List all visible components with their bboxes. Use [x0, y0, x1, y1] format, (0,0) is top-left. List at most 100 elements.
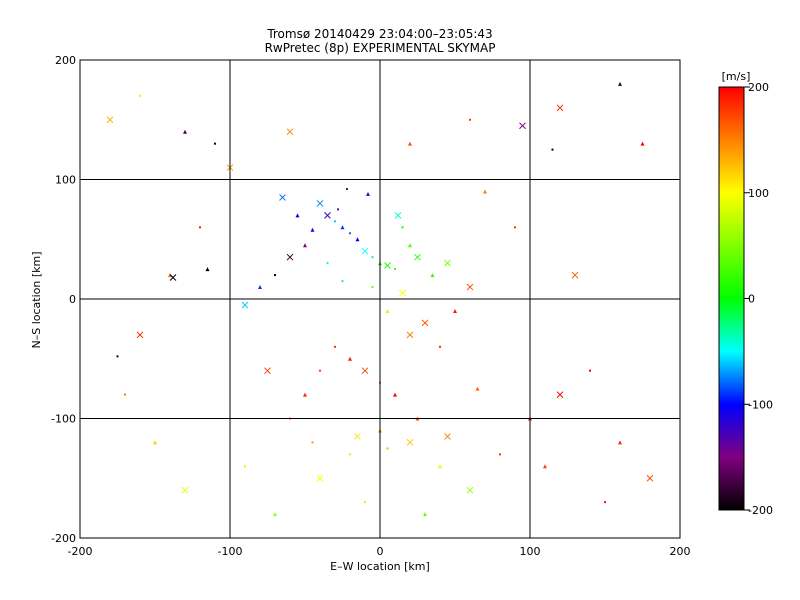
- data-point: [430, 273, 435, 278]
- data-point: [393, 392, 397, 397]
- data-point: [408, 243, 412, 248]
- data-point: [618, 440, 622, 445]
- data-point: [153, 440, 157, 445]
- data-point: [646, 474, 654, 482]
- data-point: [408, 141, 412, 146]
- data-point: [556, 104, 564, 112]
- data-point: [316, 474, 324, 482]
- data-point: [124, 393, 126, 396]
- data-point: [371, 286, 374, 289]
- y-axis-label: N–S location [km]: [30, 251, 43, 348]
- data-point: [543, 464, 547, 469]
- data-point: [181, 486, 189, 494]
- data-point: [337, 208, 339, 211]
- data-point: [469, 118, 471, 121]
- data-point: [116, 355, 119, 358]
- data-point: [341, 280, 344, 283]
- data-point: [316, 200, 324, 207]
- data-point: [334, 345, 336, 348]
- x-tick-label: 0: [377, 545, 384, 558]
- data-point: [466, 283, 474, 291]
- data-point: [371, 256, 374, 259]
- data-point: [385, 308, 390, 313]
- chart-subtitle: RwPretec (8p) EXPERIMENTAL SKYMAP: [265, 41, 496, 55]
- colorbar-tick-label: 100: [748, 187, 769, 200]
- data-point: [319, 369, 321, 372]
- data-point: [453, 308, 457, 313]
- colorbar-ticks: 200 100 0 -100 -200: [744, 81, 773, 517]
- y-tick-label: 0: [69, 293, 76, 306]
- data-point: [286, 253, 294, 261]
- data-point: [444, 259, 451, 267]
- data-point: [311, 441, 314, 444]
- data-point: [244, 465, 246, 468]
- data-point: [618, 81, 622, 86]
- data-point: [394, 268, 396, 271]
- data-point: [571, 271, 579, 279]
- data-point: [349, 453, 351, 456]
- data-point: [386, 447, 389, 450]
- colorbar: [718, 86, 745, 511]
- data-point: [136, 331, 144, 339]
- x-tick-label: -100: [218, 545, 243, 558]
- data-point: [355, 237, 360, 242]
- data-point: [423, 512, 427, 517]
- data-point: [214, 142, 216, 145]
- data-point: [241, 301, 249, 309]
- data-point: [279, 194, 286, 201]
- colorbar-tick-label: -200: [748, 504, 773, 517]
- data-point: [438, 464, 442, 469]
- grid-lines: [80, 60, 680, 538]
- data-point: [199, 226, 201, 229]
- data-point: [483, 189, 487, 194]
- data-point: [139, 94, 141, 97]
- data-point: [366, 191, 370, 196]
- data-point: [354, 433, 361, 440]
- data-point: [519, 122, 526, 130]
- data-point: [439, 345, 441, 348]
- data-point: [361, 247, 369, 255]
- data-point: [399, 289, 406, 297]
- chart-title: Tromsø 20140429 23:04:00–23:05:43: [266, 27, 492, 41]
- data-point: [205, 267, 210, 272]
- data-point: [444, 433, 451, 440]
- data-point: [406, 331, 414, 339]
- data-point: [466, 486, 474, 494]
- data-point: [414, 253, 421, 261]
- data-point: [310, 227, 315, 232]
- axis-ticks: -200 -100 0 100 200 -200 -100 0 100 200: [51, 54, 690, 558]
- data-point: [303, 243, 307, 248]
- data-point: [348, 356, 352, 361]
- data-point: [303, 392, 307, 397]
- data-point: [394, 211, 402, 219]
- data-point: [361, 367, 369, 375]
- colorbar-tick-label: -100: [748, 398, 773, 411]
- x-tick-label: -200: [68, 545, 93, 558]
- data-point: [556, 391, 564, 398]
- data-point: [514, 226, 516, 229]
- data-point: [183, 129, 187, 134]
- data-point: [589, 369, 591, 372]
- data-point: [334, 220, 336, 223]
- data-point: [106, 116, 114, 124]
- data-point: [295, 213, 300, 218]
- data-point: [551, 148, 554, 151]
- data-point: [346, 188, 348, 191]
- data-point: [258, 285, 262, 290]
- data-point: [324, 211, 331, 219]
- colorbar-tick-label: 0: [748, 293, 755, 306]
- y-tick-label: -100: [51, 413, 76, 426]
- data-points: [106, 81, 654, 517]
- data-point: [349, 232, 351, 235]
- data-point: [421, 319, 429, 327]
- data-point: [286, 128, 294, 136]
- data-point: [264, 367, 271, 375]
- x-tick-label: 200: [670, 545, 691, 558]
- y-tick-label: -200: [51, 532, 76, 545]
- data-point: [273, 512, 277, 517]
- x-axis-label: E–W location [km]: [330, 560, 430, 573]
- data-point: [384, 262, 391, 269]
- y-tick-label: 100: [55, 174, 76, 187]
- data-point: [169, 274, 177, 281]
